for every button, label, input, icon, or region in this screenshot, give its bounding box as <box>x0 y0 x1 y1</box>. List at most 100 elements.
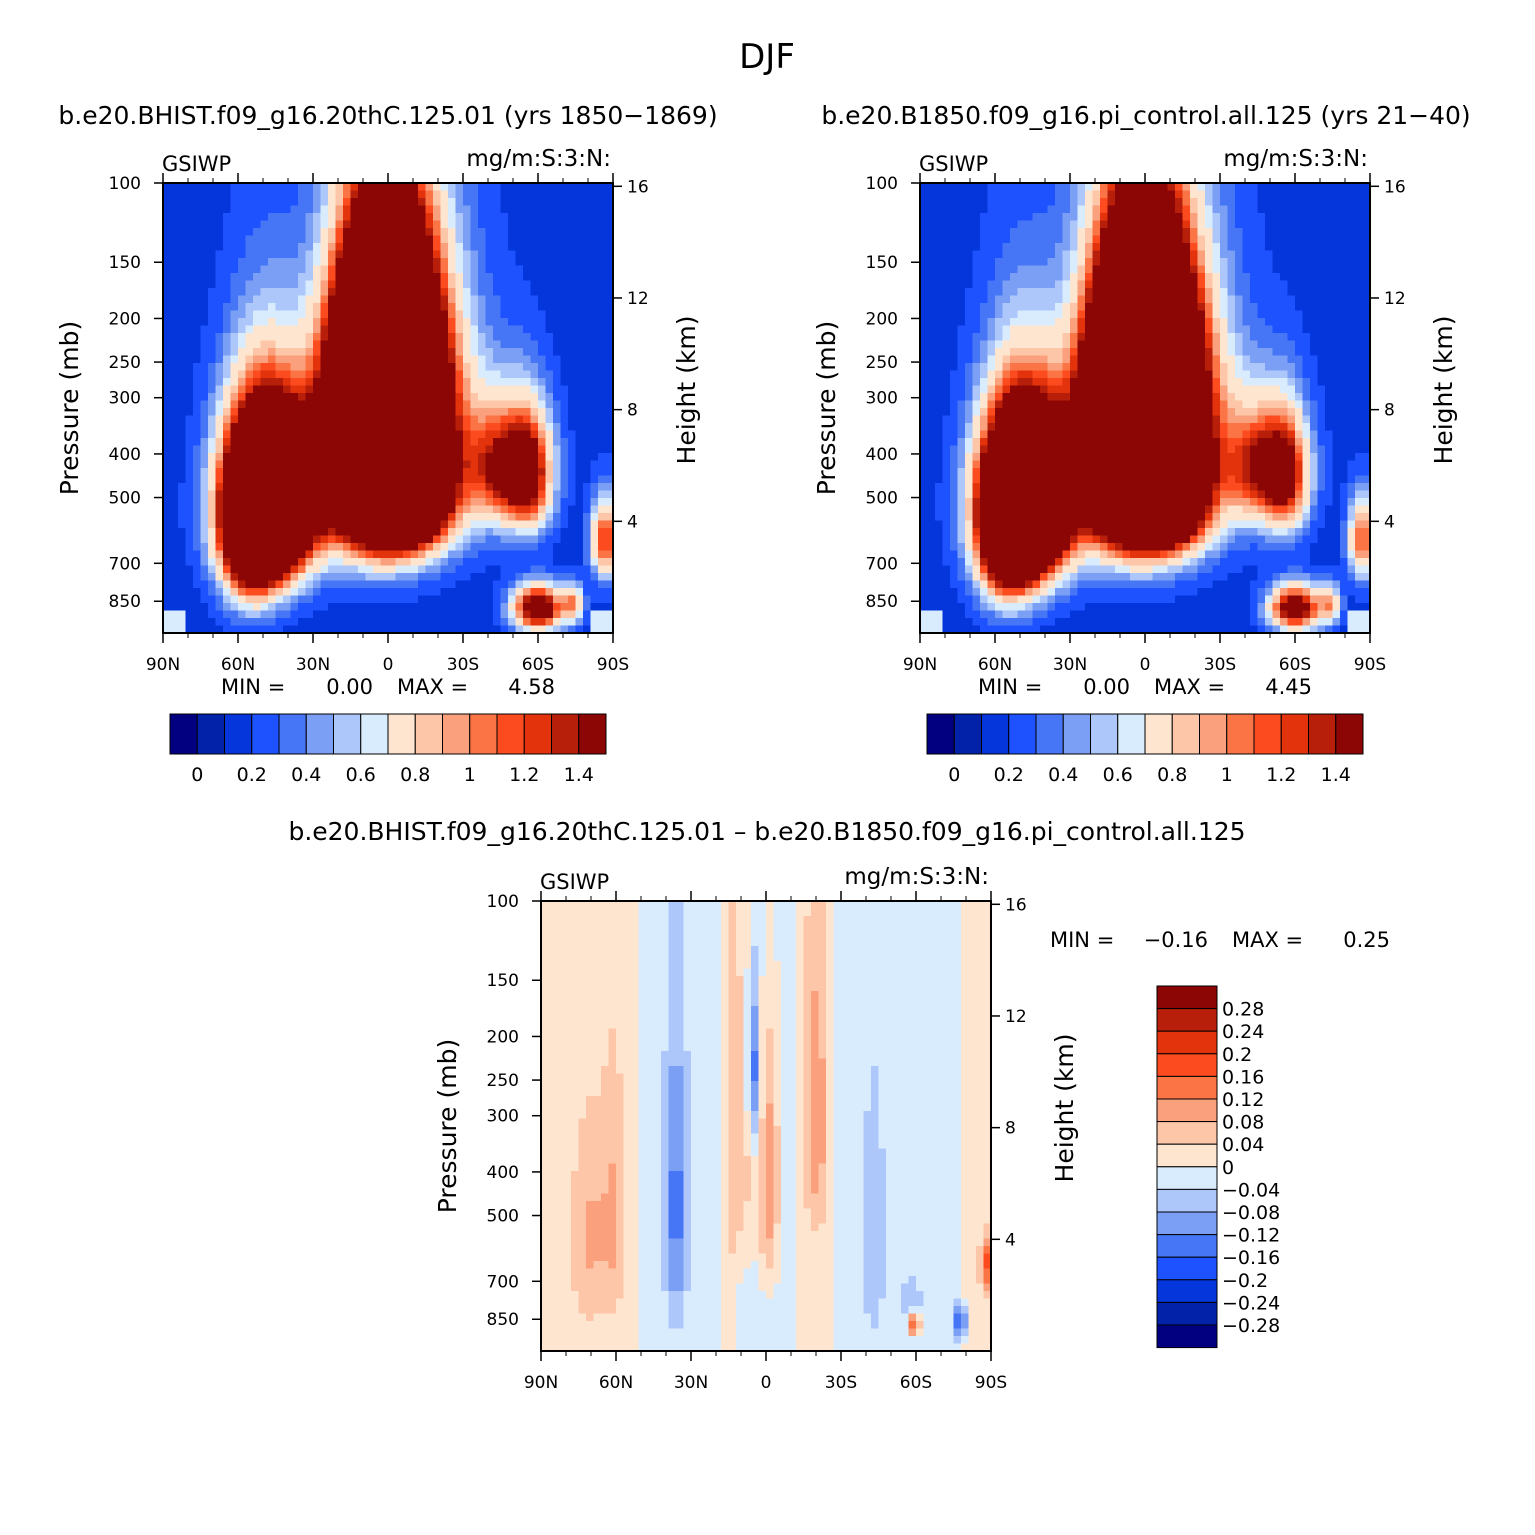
heatmap-cell <box>455 190 464 199</box>
heatmap-cell <box>987 190 996 199</box>
heatmap-cell <box>553 423 562 432</box>
heatmap-cell <box>245 333 254 342</box>
heatmap-cell <box>553 453 562 462</box>
heatmap-cell <box>395 190 404 199</box>
heatmap-cell <box>1227 318 1236 327</box>
heatmap-cell <box>1302 265 1311 274</box>
heatmap-cell <box>523 273 532 282</box>
heatmap-cell <box>1152 198 1161 207</box>
heatmap-cell <box>530 310 539 319</box>
heatmap-cell <box>470 513 479 522</box>
heatmap-cell <box>1160 190 1169 199</box>
heatmap-cell <box>583 250 592 259</box>
heatmap-cell <box>478 565 487 574</box>
heatmap-cell <box>553 588 562 597</box>
heatmap-cell <box>230 295 239 304</box>
heatmap-cell <box>373 250 382 259</box>
heatmap-cell <box>1197 340 1206 349</box>
heatmap-cell <box>1205 273 1214 282</box>
heatmap-cell <box>283 408 292 417</box>
heatmap-cell <box>290 490 299 499</box>
heatmap-cell <box>1182 288 1191 297</box>
heatmap-cell <box>598 393 607 402</box>
heatmap-cell <box>1317 265 1326 274</box>
heatmap-cell <box>485 453 494 462</box>
heatmap-cell <box>1115 258 1124 267</box>
heatmap-cell <box>493 610 502 619</box>
heatmap-cell <box>1257 288 1266 297</box>
heatmap-cell <box>500 340 509 349</box>
heatmap-cell <box>560 318 569 327</box>
heatmap-cell <box>1182 228 1191 237</box>
heatmap-cell <box>343 550 352 559</box>
heatmap-cell <box>605 280 614 289</box>
heatmap-cell <box>950 205 959 214</box>
heatmap-cell <box>290 250 299 259</box>
heatmap-cell <box>1182 280 1191 289</box>
heatmap-cell <box>463 280 472 289</box>
heatmap-cell <box>268 183 277 192</box>
heatmap-cell <box>515 505 524 514</box>
heatmap-cell <box>163 490 172 499</box>
heatmap-cell <box>275 385 284 394</box>
heatmap-cell <box>298 550 307 559</box>
heatmap-cell <box>380 183 389 192</box>
heatmap-cell <box>350 573 359 582</box>
heatmap-cell <box>335 295 344 304</box>
heatmap-cell <box>530 415 539 424</box>
heatmap-cell <box>335 558 344 567</box>
heatmap-cell <box>275 550 284 559</box>
heatmap-cell <box>320 573 329 582</box>
heatmap-cell <box>230 213 239 222</box>
heatmap-cell <box>1130 340 1139 349</box>
heatmap-cell <box>418 565 427 574</box>
heatmap-cell <box>320 625 329 634</box>
heatmap-cell <box>455 288 464 297</box>
heatmap-cell <box>1250 213 1259 222</box>
heatmap-cell <box>598 348 607 357</box>
heatmap-cell <box>245 423 254 432</box>
heatmap-cell <box>253 603 262 612</box>
heatmap-cell <box>950 273 959 282</box>
heatmap-cell <box>185 265 194 274</box>
heatmap-cell <box>245 625 254 634</box>
heatmap-cell <box>1310 333 1319 342</box>
heatmap-cell <box>1047 250 1056 259</box>
heatmap-cell <box>208 565 217 574</box>
heatmap-cell <box>1107 273 1116 282</box>
heatmap-cell <box>388 400 397 409</box>
heatmap-cell <box>1062 303 1071 312</box>
heatmap-cell <box>1100 295 1109 304</box>
heatmap-cell <box>298 198 307 207</box>
heatmap-cell <box>395 438 404 447</box>
heatmap-cell <box>957 273 966 282</box>
heatmap-cell <box>950 265 959 274</box>
heatmap-cell <box>605 528 614 537</box>
heatmap-cell <box>493 543 502 552</box>
heatmap-cell <box>1250 250 1259 259</box>
heatmap-cell <box>365 213 374 222</box>
heatmap-cell <box>193 280 202 289</box>
heatmap-cell <box>1257 273 1266 282</box>
heatmap-cell <box>1047 325 1056 334</box>
heatmap-cell <box>538 340 547 349</box>
heatmap-cell <box>1032 198 1041 207</box>
heatmap-cell <box>530 265 539 274</box>
heatmap-cell <box>223 400 232 409</box>
heatmap-cell <box>320 205 329 214</box>
heatmap-cell <box>388 483 397 492</box>
heatmap-cell <box>448 520 457 529</box>
heatmap-cell <box>1190 258 1199 267</box>
heatmap-cell <box>553 505 562 514</box>
heatmap-cell <box>298 333 307 342</box>
heatmap-cell <box>545 513 554 522</box>
heatmap-cell <box>298 505 307 514</box>
heatmap-cell <box>478 288 487 297</box>
heatmap-cell <box>268 198 277 207</box>
heatmap-cell <box>1145 340 1154 349</box>
heatmap-cell <box>500 333 509 342</box>
heatmap-cell <box>530 550 539 559</box>
heatmap-cell <box>1092 183 1101 192</box>
heatmap-cell <box>538 618 547 627</box>
heatmap-cell <box>1130 235 1139 244</box>
